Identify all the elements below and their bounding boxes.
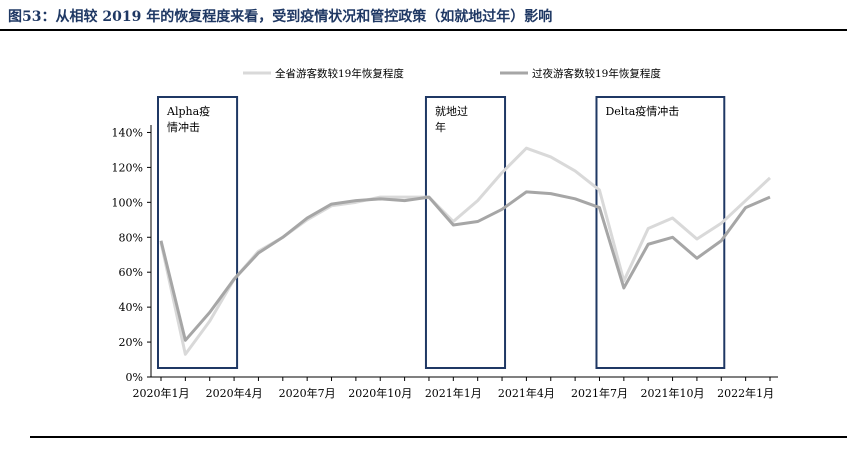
annotation-label: 就地过年 — [435, 104, 468, 134]
annotation-box — [424, 96, 507, 369]
title-rule — [0, 29, 847, 31]
y-tick-label: 20% — [119, 336, 143, 349]
x-tick-label: 2021年4月 — [498, 386, 555, 400]
x-tick-label: 2020年4月 — [206, 386, 263, 400]
figure-title: 图53：从相较 2019 年的恢复程度来看，受到疫情状况和管控政策（如就地过年）… — [8, 9, 553, 25]
x-tick-label: 2020年1月 — [133, 386, 190, 400]
series-line-1 — [159, 146, 772, 356]
y-tick-label: 0% — [126, 371, 143, 384]
y-tick-label: 40% — [119, 301, 143, 314]
y-tick-label: 120% — [112, 161, 143, 174]
legend-label: 全省游客数较19年恢复程度 — [275, 67, 404, 80]
footer-rule — [30, 436, 847, 438]
x-tick-label: 2020年10月 — [348, 386, 412, 400]
x-tick-label: 2021年10月 — [641, 386, 705, 400]
annotation-label: Delta疫情冲击 — [605, 104, 679, 118]
annotation-box — [157, 96, 239, 369]
y-tick-label: 80% — [119, 231, 143, 244]
annotation-label: Alpha疫情冲击 — [166, 104, 210, 134]
legend-label: 过夜游客数较19年恢复程度 — [532, 67, 661, 80]
x-tick-label: 2021年1月 — [425, 386, 482, 400]
x-tick-label: 2020年7月 — [279, 386, 336, 400]
x-tick-label: 2022年1月 — [717, 386, 774, 400]
y-tick-label: 100% — [112, 196, 143, 209]
x-tick-label: 2021年7月 — [571, 386, 628, 400]
annotation-box — [595, 96, 726, 369]
y-tick-label: 60% — [119, 266, 143, 279]
y-tick-label: 140% — [112, 126, 143, 139]
series-line-2 — [159, 190, 771, 342]
